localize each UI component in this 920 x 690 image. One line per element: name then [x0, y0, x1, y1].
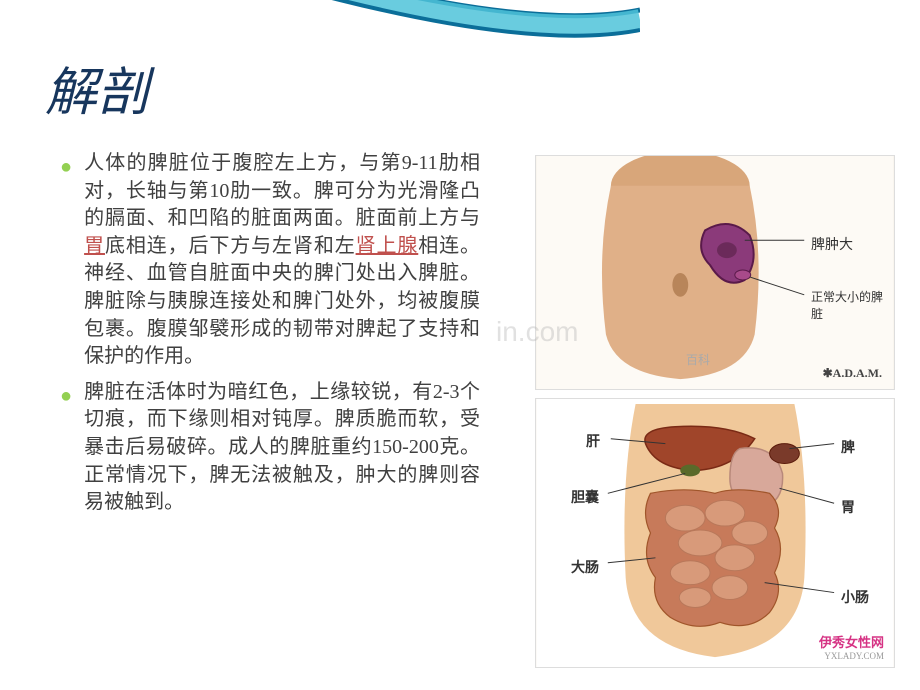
label-spleen-enlarged: 脾肿大 [811, 234, 853, 254]
bullet-text-2: 脾脏在活体时为暗红色，上缘较锐，有2-3个切痕，而下缘则相对钝厚。脾质脆而软，受… [84, 379, 480, 517]
bullet-icon: ● [60, 154, 72, 371]
bullet-item-2: ● 脾脏在活体时为暗红色，上缘较锐，有2-3个切痕，而下缘则相对钝厚。脾质脆而软… [60, 379, 480, 517]
label-large-intestine: 大肠 [571, 557, 599, 577]
content-area: ● 人体的脾脏位于腹腔左上方，与第9-11肋相对，长轴与第10肋一致。脾可分为光… [60, 150, 480, 525]
label-gallbladder: 胆囊 [571, 487, 599, 507]
link-adrenal[interactable]: 肾上腺 [356, 235, 419, 257]
label-small-intestine: 小肠 [841, 587, 869, 607]
yxlady-logo: 伊秀女性网 YXLADY.COM [819, 632, 884, 661]
label-spleen: 脾 [841, 437, 855, 457]
text-segment: 人体的脾脏位于腹腔左上方，与第9-11肋相对，长轴与第10肋一致。脾可分为光滑隆… [84, 152, 480, 229]
anatomy-image-organs: 肝 胆囊 大肠 脾 胃 小肠 伊秀女性网 YXLADY.COM [535, 398, 895, 668]
text-segment: 底相连，后下方与左肾和左 [105, 235, 356, 257]
bullet-text-1: 人体的脾脏位于腹腔左上方，与第9-11肋相对，长轴与第10肋一致。脾可分为光滑隆… [84, 150, 480, 371]
logo-sub-text: YXLADY.COM [819, 651, 884, 661]
label-liver: 肝 [586, 431, 600, 451]
bullet-icon: ● [60, 383, 72, 517]
source-label: 百科 [686, 351, 710, 368]
bullet-item-1: ● 人体的脾脏位于腹腔左上方，与第9-11肋相对，长轴与第10肋一致。脾可分为光… [60, 150, 480, 371]
anatomy-image-spleen: 脾肿大 正常大小的脾脏 in.com 百科 ✱A.D.A.M. [535, 155, 895, 390]
link-stomach[interactable]: 胃 [84, 235, 105, 257]
label-stomach: 胃 [841, 497, 855, 517]
adam-logo: ✱A.D.A.M. [823, 366, 882, 381]
logo-main-text: 伊秀女性网 [819, 632, 884, 651]
torso-illustration-1 [536, 156, 894, 389]
slide-title: 解剖 [45, 50, 149, 125]
label-spleen-normal: 正常大小的脾脏 [811, 288, 894, 322]
image-area: 脾肿大 正常大小的脾脏 in.com 百科 ✱A.D.A.M. [535, 155, 895, 668]
